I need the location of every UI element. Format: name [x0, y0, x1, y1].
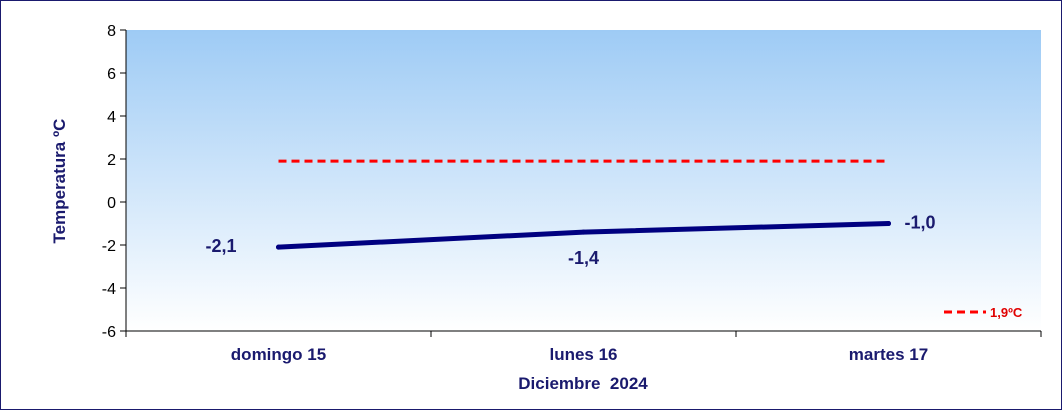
x-category-label: domingo 15	[231, 345, 326, 364]
data-point	[276, 244, 281, 250]
data-label: -1,4	[568, 248, 599, 268]
y-tick-label: 2	[107, 152, 116, 169]
y-axis-ticks: 8 6 4 2 0 -2 -4 -6	[102, 23, 126, 341]
data-label: -2,1	[205, 236, 236, 256]
y-tick-label: -4	[102, 281, 116, 298]
y-tick-label: 0	[107, 195, 116, 212]
y-tick-label: -2	[102, 238, 116, 255]
y-tick-label: -6	[102, 324, 116, 341]
plot-area	[126, 30, 1041, 331]
data-point	[886, 221, 891, 226]
legend: 1,9ºC	[944, 305, 1023, 320]
y-axis-title: Temperatura ºC	[50, 119, 69, 244]
x-axis-categories: domingo 15 lunes 16 martes 17	[125, 331, 1042, 364]
data-label: -1,0	[905, 213, 936, 233]
data-point	[581, 229, 586, 235]
data-labels: -2,1 -1,4 -1,0	[205, 213, 935, 269]
x-category-label: martes 17	[849, 345, 928, 364]
x-axis-title: Diciembre 2024	[518, 374, 648, 393]
series-layer	[276, 159, 891, 250]
y-tick-label: 8	[107, 23, 116, 40]
y-tick-label: 4	[107, 109, 116, 126]
x-category-label: lunes 16	[549, 345, 617, 364]
axes	[125, 30, 1041, 332]
y-tick-label: 6	[107, 66, 116, 83]
legend-label: 1,9ºC	[990, 305, 1023, 320]
